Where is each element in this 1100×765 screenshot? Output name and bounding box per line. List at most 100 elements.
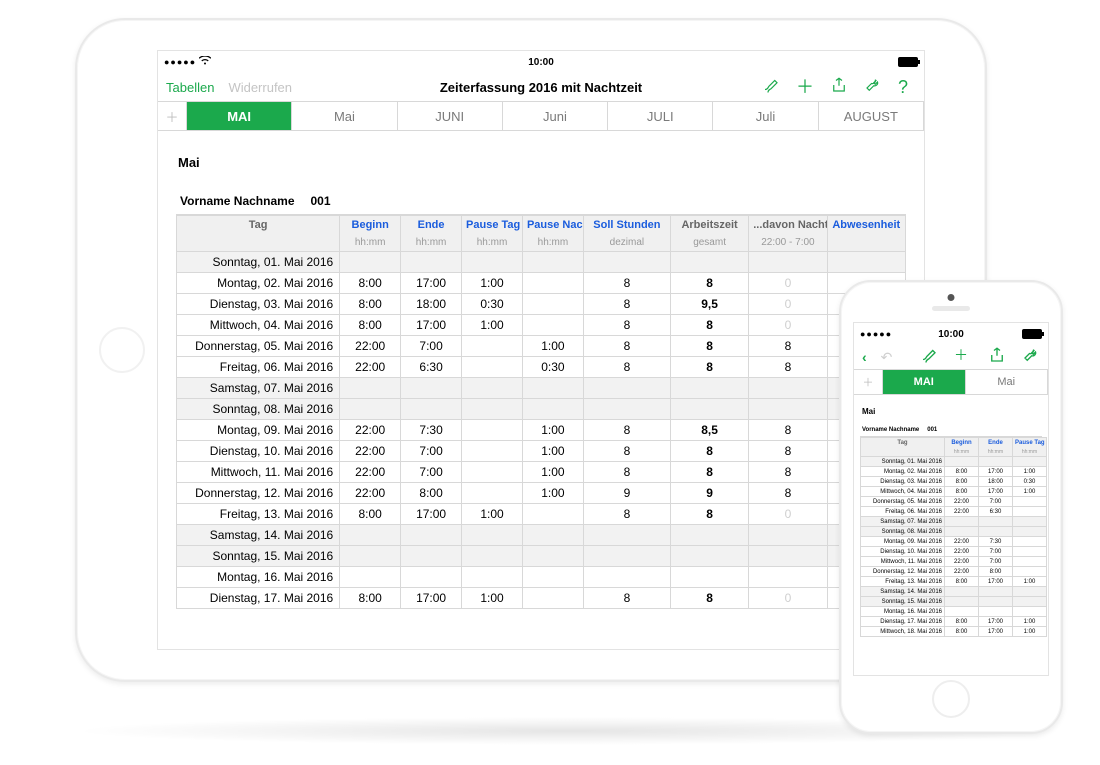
- time-table[interactable]: Tag Beginnhh:mmEndehh:mmPause Taghh:mmPa…: [176, 215, 906, 609]
- col--davon-nachtzeit: ...davon Nachtzeit22:00 - 7:00: [749, 216, 827, 252]
- tab-mai[interactable]: MAI: [883, 370, 966, 394]
- table-row[interactable]: Sonntag, 08. Mai 2016: [177, 399, 906, 420]
- status-bar-phone: ●●●●● 10:00: [854, 323, 1048, 345]
- table-row[interactable]: Freitag, 06. Mai 201622:006:30: [861, 507, 1047, 517]
- col-pause-tag: Pause Taghh:mm: [462, 216, 523, 252]
- table-row[interactable]: Samstag, 07. Mai 2016: [177, 378, 906, 399]
- meta-name-phone: Vorname Nachname: [862, 427, 919, 433]
- add-icon-phone[interactable]: ＋: [954, 348, 972, 366]
- table-row[interactable]: Montag, 16. Mai 2016: [861, 607, 1047, 617]
- col-abwesenheit: Abwesenheit: [827, 216, 905, 252]
- col-beginn: Beginnhh:mm: [945, 438, 979, 457]
- spreadsheet-phone[interactable]: Mai Vorname Nachname 001 Tag Beginnhh:mm…: [854, 395, 1048, 676]
- table-row[interactable]: Sonntag, 15. Mai 2016: [177, 546, 906, 567]
- iphone-frame: ●●●●● 10:00 ‹ ↶ ＋ ＋ MAIMai Mai: [839, 280, 1063, 734]
- table-row[interactable]: Sonntag, 01. Mai 2016: [177, 252, 906, 273]
- sheet-title: Mai: [178, 155, 904, 170]
- share-icon[interactable]: [830, 76, 848, 99]
- table-row[interactable]: Sonntag, 15. Mai 2016: [861, 597, 1047, 607]
- iphone-home-button[interactable]: [932, 680, 970, 718]
- iphone-screen: ●●●●● 10:00 ‹ ↶ ＋ ＋ MAIMai Mai: [853, 322, 1049, 676]
- status-time-phone: 10:00: [938, 329, 964, 340]
- undo-link[interactable]: Widerrufen: [228, 80, 292, 95]
- table-row[interactable]: Mittwoch, 11. Mai 201622:007:00: [861, 557, 1047, 567]
- battery-icon: [898, 57, 918, 67]
- col-pause-nacht: Pause Nachthh:mm: [522, 216, 583, 252]
- table-row[interactable]: Donnerstag, 12. Mai 201622:008:00: [861, 567, 1047, 577]
- tables-link[interactable]: Tabellen: [166, 80, 214, 95]
- table-row[interactable]: Samstag, 07. Mai 2016: [861, 517, 1047, 527]
- undo-icon[interactable]: ↶: [881, 350, 893, 364]
- toolbar: Tabellen Widerrufen Zeiterfassung 2016 m…: [158, 73, 924, 102]
- tab-juni[interactable]: JUNI: [398, 102, 503, 130]
- table-row[interactable]: Donnerstag, 05. Mai 201622:007:001:00888: [177, 336, 906, 357]
- toolbar-phone: ‹ ↶ ＋: [854, 345, 1048, 370]
- table-row[interactable]: Mittwoch, 04. Mai 20168:0017:001:00: [861, 487, 1047, 497]
- back-icon[interactable]: ‹: [862, 350, 867, 364]
- add-sheet-button[interactable]: ＋: [158, 102, 187, 130]
- spreadsheet[interactable]: Mai Vorname Nachname 001 Tag Beginnhh:mm…: [158, 131, 924, 650]
- table-body[interactable]: Sonntag, 01. Mai 2016Montag, 02. Mai 201…: [177, 252, 906, 609]
- brush-icon-phone[interactable]: [920, 346, 938, 369]
- col-pause-tag: Pause Taghh:mm: [1013, 438, 1047, 457]
- col-arbeitszeit: Arbeitszeitgesamt: [670, 216, 748, 252]
- add-icon[interactable]: ＋: [796, 78, 814, 96]
- table-row[interactable]: Freitag, 13. Mai 20168:0017:001:00880: [177, 504, 906, 525]
- meta-row-phone: Vorname Nachname 001: [860, 424, 1042, 437]
- table-row[interactable]: Freitag, 06. Mai 201622:006:300:30888: [177, 357, 906, 378]
- sheet-title-phone: Mai: [862, 407, 1040, 416]
- wrench-icon[interactable]: [864, 76, 882, 99]
- wifi-icon: [199, 56, 211, 65]
- table-row[interactable]: Donnerstag, 12. Mai 201622:008:001:00998: [177, 483, 906, 504]
- time-table-phone[interactable]: Tag Beginnhh:mmEndehh:mmPause Taghh:mm S…: [860, 437, 1047, 637]
- col-ende: Endehh:mm: [979, 438, 1013, 457]
- doc-title: Zeiterfassung 2016 mit Nachtzeit: [440, 80, 642, 95]
- status-time: 10:00: [528, 57, 554, 68]
- tab-august[interactable]: AUGUST: [819, 102, 924, 130]
- table-row[interactable]: Montag, 09. Mai 201622:007:30: [861, 537, 1047, 547]
- tab-mai[interactable]: MAI: [187, 102, 292, 130]
- col-tag: Tag: [177, 216, 340, 252]
- table-row[interactable]: Dienstag, 17. Mai 20168:0017:001:00880: [177, 588, 906, 609]
- table-row[interactable]: Montag, 16. Mai 2016: [177, 567, 906, 588]
- table-row[interactable]: Samstag, 14. Mai 2016: [861, 587, 1047, 597]
- wrench-icon-phone[interactable]: [1022, 346, 1040, 369]
- status-bar: ●●●●● 10:00: [158, 51, 924, 73]
- table-row[interactable]: Montag, 09. Mai 201622:007:301:0088,58: [177, 420, 906, 441]
- tabs-bar: ＋ MAIMaiJUNIJuniJULIJuliAUGUST: [158, 102, 924, 131]
- table-row[interactable]: Donnerstag, 05. Mai 201622:007:00: [861, 497, 1047, 507]
- iphone-speaker: [932, 306, 970, 311]
- tab-mai[interactable]: Mai: [292, 102, 397, 130]
- table-row[interactable]: Dienstag, 03. Mai 20168:0018:000:30: [861, 477, 1047, 487]
- table-row[interactable]: Mittwoch, 04. Mai 20168:0017:001:00880: [177, 315, 906, 336]
- table-body-phone[interactable]: Sonntag, 01. Mai 2016Montag, 02. Mai 201…: [861, 457, 1047, 637]
- table-row[interactable]: Freitag, 13. Mai 20168:0017:001:00: [861, 577, 1047, 587]
- table-row[interactable]: Dienstag, 10. Mai 201622:007:001:00888: [177, 441, 906, 462]
- table-row[interactable]: Sonntag, 08. Mai 2016: [861, 527, 1047, 537]
- table-row[interactable]: Mittwoch, 18. Mai 20168:0017:001:00: [861, 627, 1047, 637]
- ipad-screen: ●●●●● 10:00 Tabellen Widerrufen Zeiterfa…: [157, 50, 925, 650]
- table-row[interactable]: Montag, 02. Mai 20168:0017:001:00880: [177, 273, 906, 294]
- meta-id-phone: 001: [927, 427, 937, 433]
- tab-juni[interactable]: Juni: [503, 102, 608, 130]
- ipad-home-button[interactable]: [99, 327, 145, 373]
- tab-juli[interactable]: Juli: [713, 102, 818, 130]
- share-icon-phone[interactable]: [988, 346, 1006, 369]
- header-row-phone: Tag Beginnhh:mmEndehh:mmPause Taghh:mm: [861, 438, 1047, 457]
- tabs-bar-phone: ＋ MAIMai: [854, 370, 1048, 395]
- table-row[interactable]: Sonntag, 01. Mai 2016: [861, 457, 1047, 467]
- help-icon[interactable]: ?: [898, 78, 916, 96]
- tab-juli[interactable]: JULI: [608, 102, 713, 130]
- table-row[interactable]: Dienstag, 17. Mai 20168:0017:001:00: [861, 617, 1047, 627]
- add-sheet-button-phone[interactable]: ＋: [854, 370, 883, 394]
- table-row[interactable]: Mittwoch, 11. Mai 201622:007:001:00888: [177, 462, 906, 483]
- table-row[interactable]: Dienstag, 10. Mai 201622:007:00: [861, 547, 1047, 557]
- table-row[interactable]: Samstag, 14. Mai 2016: [177, 525, 906, 546]
- table-row[interactable]: Dienstag, 03. Mai 20168:0018:000:3089,50: [177, 294, 906, 315]
- tab-mai[interactable]: Mai: [966, 370, 1049, 394]
- meta-name: Vorname Nachname: [180, 194, 295, 208]
- table-row[interactable]: Montag, 02. Mai 20168:0017:001:00: [861, 467, 1047, 477]
- brush-icon[interactable]: [762, 76, 780, 99]
- battery-icon-phone: [1022, 329, 1042, 339]
- iphone-camera: [948, 294, 955, 301]
